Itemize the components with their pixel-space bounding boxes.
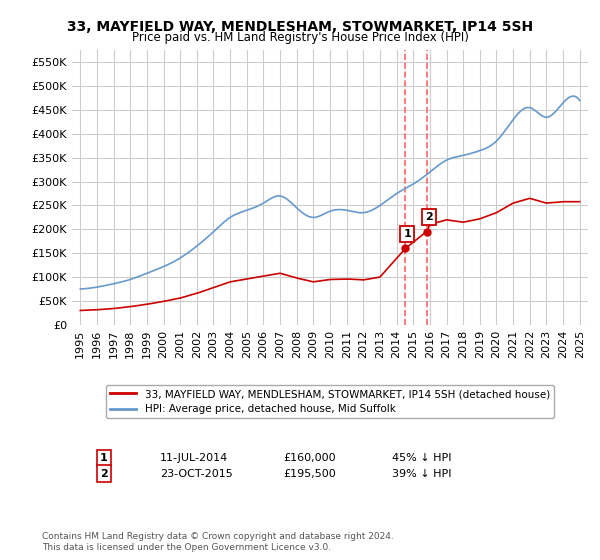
Legend: 33, MAYFIELD WAY, MENDLESHAM, STOWMARKET, IP14 5SH (detached house), HPI: Averag: 33, MAYFIELD WAY, MENDLESHAM, STOWMARKET… <box>106 385 554 418</box>
Text: 33, MAYFIELD WAY, MENDLESHAM, STOWMARKET, IP14 5SH: 33, MAYFIELD WAY, MENDLESHAM, STOWMARKET… <box>67 20 533 34</box>
Text: 39% ↓ HPI: 39% ↓ HPI <box>392 469 451 479</box>
Text: £195,500: £195,500 <box>284 469 337 479</box>
Text: 1: 1 <box>404 229 411 239</box>
Text: 23-OCT-2015: 23-OCT-2015 <box>160 469 232 479</box>
Text: Price paid vs. HM Land Registry's House Price Index (HPI): Price paid vs. HM Land Registry's House … <box>131 31 469 44</box>
Text: Contains HM Land Registry data © Crown copyright and database right 2024.
This d: Contains HM Land Registry data © Crown c… <box>42 532 394 552</box>
Text: 1: 1 <box>100 453 108 463</box>
Text: 2: 2 <box>425 212 433 222</box>
Text: 11-JUL-2014: 11-JUL-2014 <box>160 453 228 463</box>
Text: £160,000: £160,000 <box>284 453 336 463</box>
Text: 45% ↓ HPI: 45% ↓ HPI <box>392 453 451 463</box>
Text: 2: 2 <box>100 469 108 479</box>
